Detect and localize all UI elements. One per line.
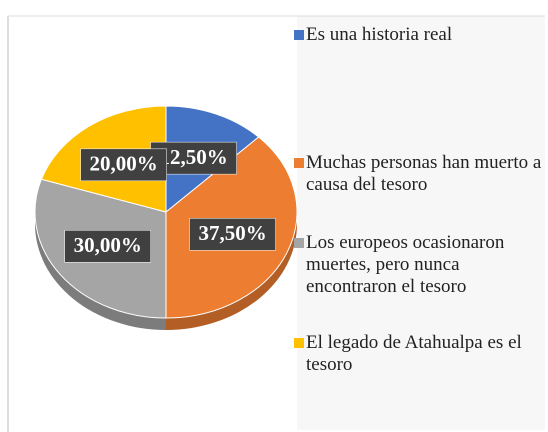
legend-swatch: [294, 30, 304, 40]
data-label-box: [64, 230, 151, 263]
legend-entry: El legado de Atahualpa es el tesoro: [294, 332, 542, 376]
legend-label: El legado de Atahualpa es el tesoro: [306, 332, 522, 375]
data-label-text: 30,00%: [74, 233, 142, 257]
legend-label: Muchas personas han muerto a causa del t…: [306, 152, 542, 195]
legend-swatch: [294, 238, 304, 248]
data-label-text: 37,50%: [198, 221, 266, 245]
legend-swatch: [294, 338, 304, 348]
legend-entry: Es una historia real: [294, 24, 542, 46]
legend-label: Los europeos ocasionaron muertes, pero n…: [306, 232, 505, 297]
data-label-text: 20,00%: [90, 152, 158, 176]
pie-side: [166, 212, 297, 330]
data-label: 30,00%: [64, 230, 151, 263]
data-label-box: [80, 148, 167, 182]
legend-entry: Muchas personas han muerto a causa del t…: [294, 152, 542, 196]
legend-entry: Los europeos ocasionaron muertes, pero n…: [294, 232, 542, 298]
pie-side: [35, 212, 166, 330]
legend-swatch: [294, 158, 304, 168]
legend-label: Es una historia real: [306, 24, 453, 45]
data-label-text: 12,50%: [159, 145, 227, 169]
legend-background: [297, 16, 545, 430]
data-label: 37,50%: [189, 218, 276, 251]
data-label: 20,00%: [80, 148, 167, 182]
data-label-box: [189, 218, 276, 251]
